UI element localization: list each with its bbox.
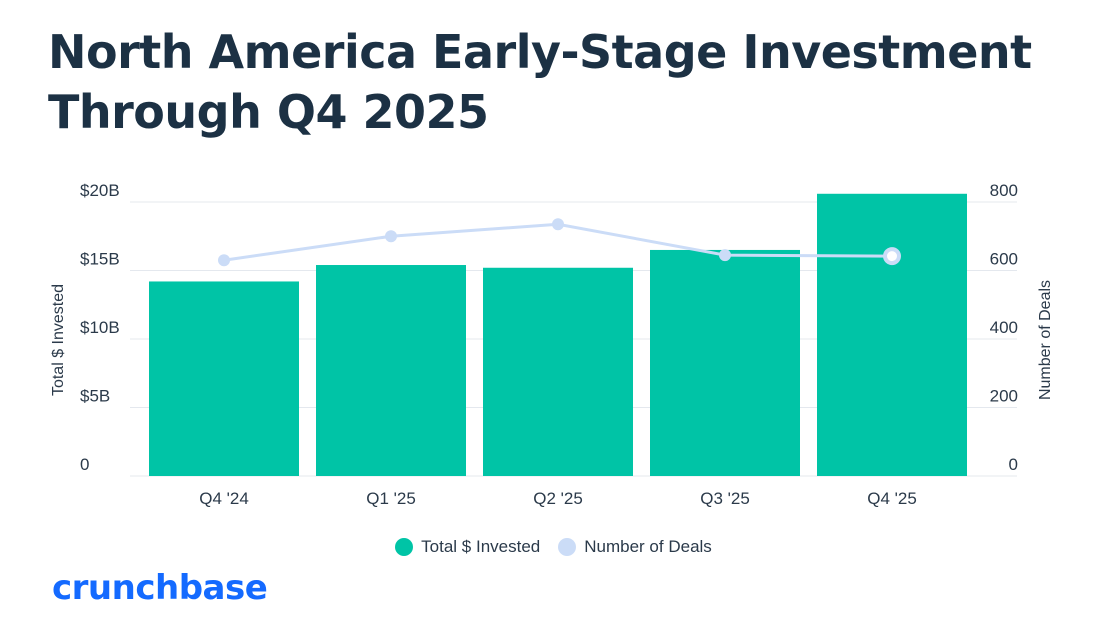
bar: [316, 265, 466, 476]
legend-item-total-invested[interactable]: Total $ Invested: [395, 537, 540, 557]
right-tick-label: 800: [990, 181, 1018, 200]
x-tick-label: Q3 '25: [700, 489, 750, 508]
deals-point: [883, 247, 901, 266]
legend-label: Total $ Invested: [421, 537, 541, 556]
bar: [149, 281, 299, 476]
legend: Total $ Invested Number of Deals: [0, 537, 1107, 557]
right-tick-label: 0: [1009, 455, 1018, 474]
legend-swatch-line: [558, 538, 577, 556]
chart-title: North America Early-Stage Investment Thr…: [48, 25, 1032, 139]
left-tick-label: $20B: [80, 181, 120, 200]
left-axis-ticks: 0 $5B $10B $15B $20B: [80, 181, 120, 474]
x-tick-label: Q4 '25: [867, 489, 917, 508]
legend-label: Number of Deals: [584, 537, 712, 556]
x-axis-ticks: Q4 '24 Q1 '25 Q2 '25 Q3 '25 Q4 '25: [199, 489, 917, 508]
bar: [650, 249, 800, 476]
left-tick-label: $15B: [80, 250, 120, 269]
left-tick-label: $5B: [80, 387, 110, 406]
combo-chart: 0 $5B $10B $15B $20B 0 200 400 600 800 Q4 '24 Q1 …: [50, 181, 1054, 508]
right-axis-title: Number of Deals: [1037, 280, 1054, 400]
bar: [817, 193, 967, 476]
line-series: [218, 218, 901, 267]
bar-series: [149, 193, 967, 476]
x-tick-label: Q2 '25: [533, 489, 583, 508]
right-axis-ticks: 0 200 400 600 800: [990, 181, 1018, 474]
crunchbase-logo: crunchbase: [52, 568, 268, 608]
x-tick-label: Q4 '24: [199, 489, 249, 508]
legend-item-number-of-deals[interactable]: Number of Deals: [558, 537, 712, 557]
x-tick-label: Q1 '25: [366, 489, 416, 508]
deals-point: [218, 254, 230, 267]
right-tick-label: 400: [990, 318, 1018, 337]
left-axis-title: Total $ Invested: [50, 284, 67, 396]
bar: [483, 267, 633, 476]
right-tick-label: 200: [990, 387, 1018, 406]
deals-point: [552, 218, 564, 231]
legend-swatch-bar: [395, 538, 414, 556]
left-tick-label: $10B: [80, 318, 120, 337]
right-tick-label: 600: [990, 250, 1018, 269]
deals-point: [385, 230, 397, 243]
deals-point: [719, 249, 731, 262]
left-tick-label: 0: [80, 455, 89, 474]
